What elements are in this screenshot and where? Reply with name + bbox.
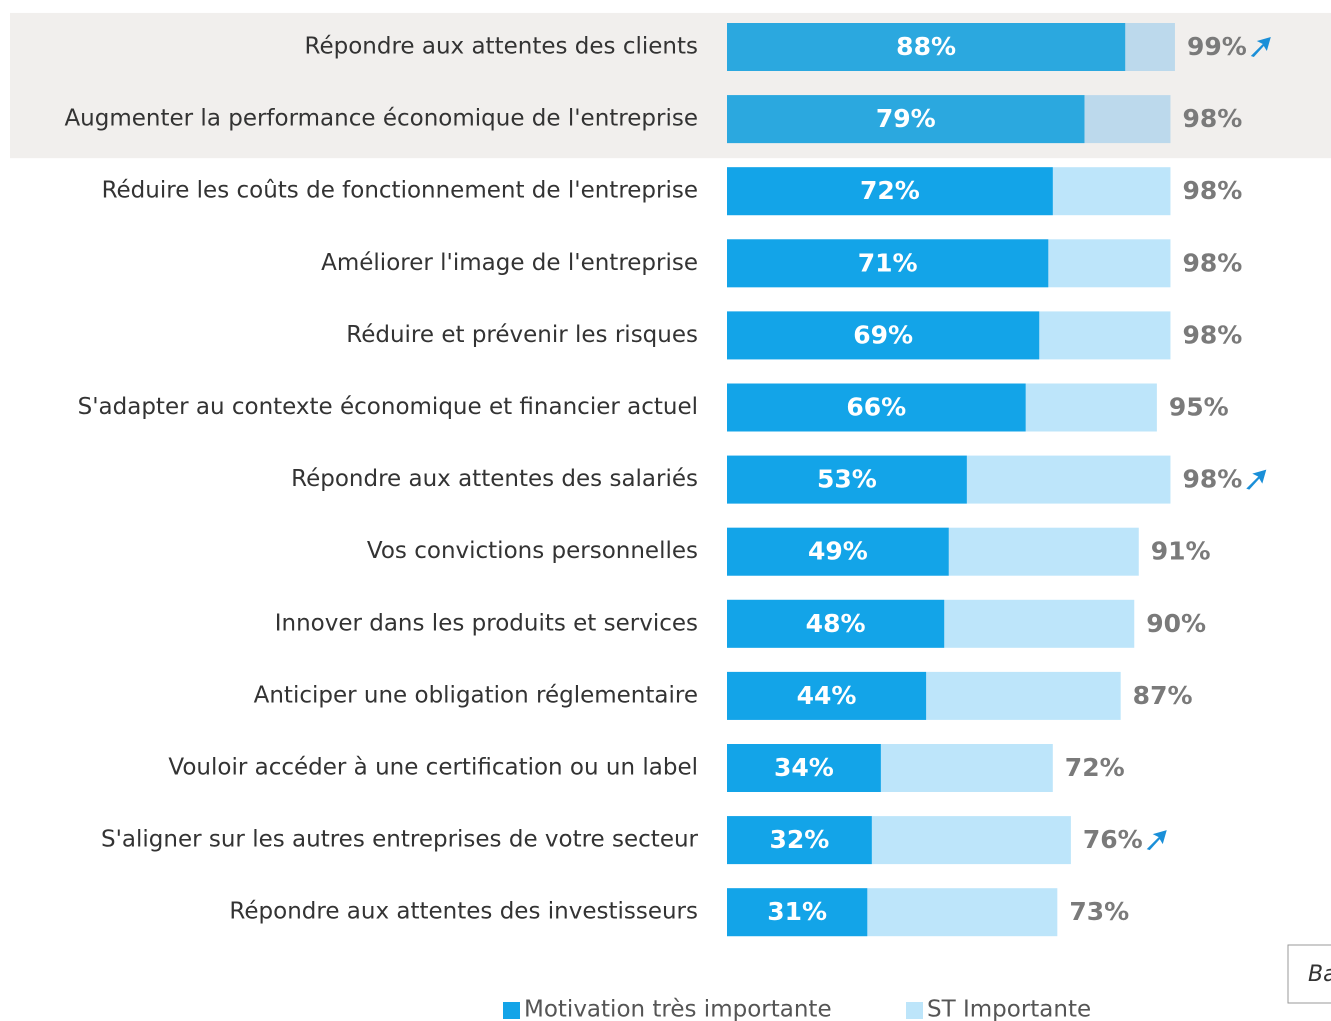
main-bar: [727, 671, 927, 720]
total-value-label: 90%: [1146, 609, 1206, 638]
category-label: S'aligner sur les autres entreprises de …: [101, 827, 699, 853]
main-bar: [727, 527, 949, 576]
total-value-label: 98%: [1182, 104, 1242, 133]
category-label: Vouloir accéder à une certification ou u…: [168, 755, 698, 781]
bar-value-label: 31%: [767, 897, 827, 926]
trend-up-arrow: [1250, 37, 1271, 57]
bar-value-label: 79%: [876, 104, 936, 133]
note: Ba: [1308, 962, 1331, 987]
total-value-label: 95%: [1169, 393, 1229, 422]
main-bar: [727, 455, 967, 504]
main-bar: [727, 239, 1049, 288]
main-bar: [727, 744, 881, 792]
category-label: Améliorer l'image de l'entreprise: [321, 250, 698, 276]
bar-value-label: 69%: [853, 320, 913, 349]
main-bar: [727, 167, 1053, 216]
bar-value-label: 88%: [896, 32, 956, 61]
total-value-label: 76%: [1083, 825, 1143, 854]
main-bar: [727, 599, 945, 648]
category-label: Réduire les coûts de fonctionnement de l…: [102, 178, 698, 204]
total-value-label: 98%: [1182, 176, 1242, 205]
total-value-label: 99%: [1187, 32, 1247, 61]
total-value-label: 73%: [1069, 897, 1129, 926]
category-label: Répondre aux attentes des investisseurs: [229, 899, 698, 925]
total-value-label: 98%: [1182, 320, 1242, 349]
trend-up-arrow: [1246, 469, 1267, 490]
trend-up-arrow: [1146, 830, 1167, 851]
category-label: Répondre aux attentes des clients: [305, 34, 698, 60]
bar-value-label: 66%: [846, 393, 906, 422]
bar-value-label: 49%: [808, 537, 868, 566]
total-value-label: 72%: [1065, 753, 1125, 782]
category-label: Innover dans les produits et services: [275, 610, 698, 636]
bar-value-label: 32%: [769, 825, 829, 854]
note-box: [1287, 944, 1331, 1004]
main-bar: [727, 311, 1040, 360]
category-label: S'adapter au contexte économique et fina…: [78, 394, 698, 420]
main-bar: [727, 383, 1026, 432]
bar-value-label: 44%: [797, 681, 857, 710]
category-label: Augmenter la performance économique de l…: [64, 106, 698, 132]
legend-swatch: [906, 1002, 923, 1019]
total-value-label: 98%: [1182, 465, 1242, 494]
bar-value-label: 48%: [806, 609, 866, 638]
legend-label: Motivation très importante: [524, 997, 832, 1021]
main-bar: [727, 888, 868, 937]
total-value-label: 98%: [1182, 248, 1242, 277]
category-label: Anticiper une obligation réglementaire: [254, 682, 698, 708]
category-label: Réduire et prévenir les risques: [346, 322, 698, 348]
bar-value-label: 72%: [860, 176, 920, 205]
bar-value-label: 71%: [858, 248, 918, 277]
legend-swatch: [503, 1002, 520, 1019]
total-value-label: 91%: [1151, 537, 1211, 566]
main-bar: [727, 23, 1126, 71]
legend-label: ST Importante: [927, 997, 1091, 1021]
total-value-label: 87%: [1133, 681, 1193, 710]
category-label: Répondre aux attentes des salariés: [291, 466, 698, 492]
main-bar: [727, 816, 872, 865]
bar-value-label: 53%: [817, 465, 877, 494]
bar-value-label: 34%: [774, 753, 834, 782]
category-label: Vos convictions personnelles: [367, 538, 698, 564]
main-bar: [727, 95, 1085, 144]
